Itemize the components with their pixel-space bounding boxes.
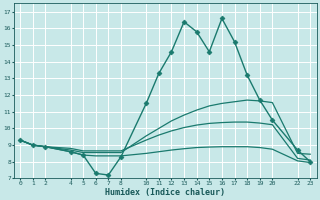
X-axis label: Humidex (Indice chaleur): Humidex (Indice chaleur) (105, 188, 225, 197)
